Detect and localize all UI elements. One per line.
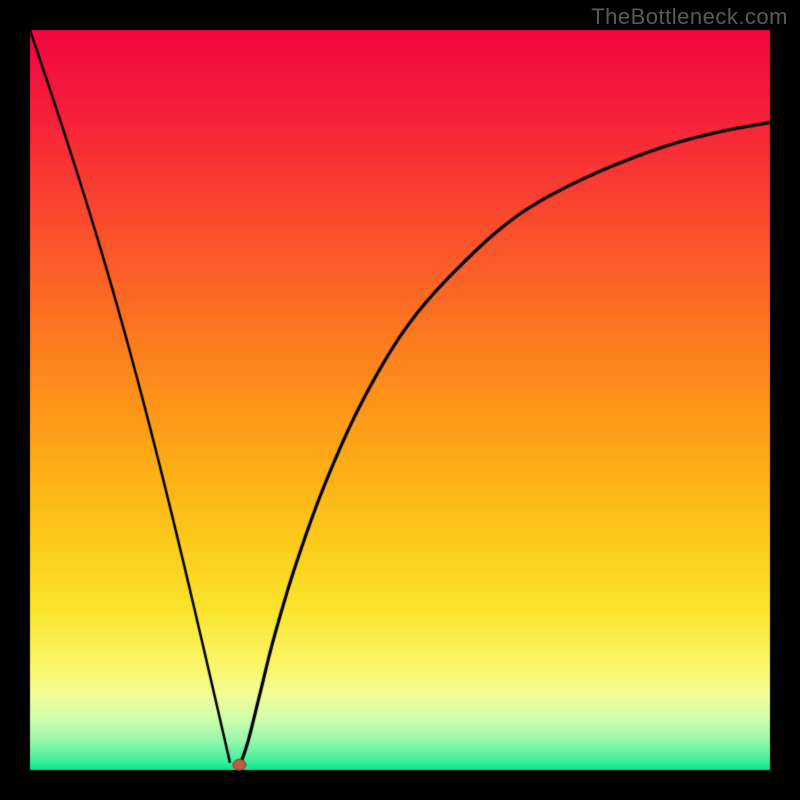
watermark-text: TheBottleneck.com: [591, 4, 788, 30]
chart-container: TheBottleneck.com: [0, 0, 800, 800]
bottleneck-curve: [0, 0, 800, 800]
